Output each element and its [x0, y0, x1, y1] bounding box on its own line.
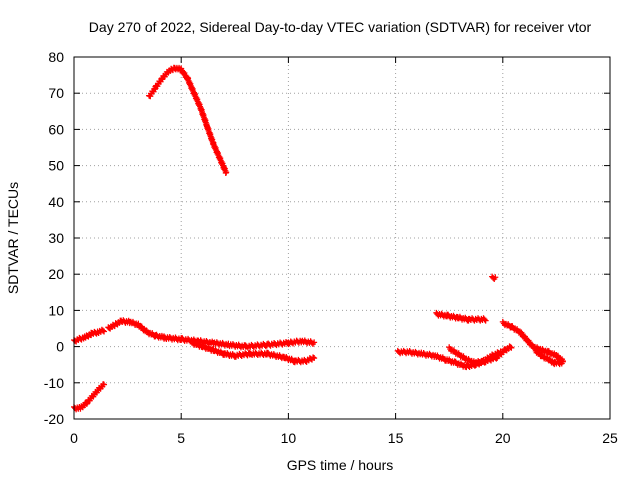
x-tick-label: 0: [70, 430, 78, 446]
trace-late-afternoon: [499, 318, 566, 365]
trace-morning-high: [146, 64, 230, 177]
trace-morning-low-markers: [71, 381, 108, 413]
x-tick-label: 5: [177, 430, 185, 446]
trace-midday-upper: [161, 333, 318, 351]
y-tick-label: -20: [44, 411, 64, 427]
trace-midday-lower-markers: [188, 338, 318, 366]
y-axis-label: SDTVAR / TECUs: [5, 182, 21, 294]
trace-late-tail: [531, 346, 566, 368]
y-tick-label: 0: [56, 339, 64, 355]
y-tick-label: 30: [48, 230, 64, 246]
trace-rise-0-2h: [71, 326, 108, 345]
axis-ticks: 0 5 10 15 20 25 -20 -10 0 10 20 30 40 50 60 70 80: [44, 49, 618, 446]
trace-outlier-markers: [489, 273, 499, 283]
trace-morning-high-markers: [146, 64, 230, 177]
data-points: [71, 64, 566, 413]
x-axis-label: GPS time / hours: [287, 457, 394, 473]
chart-title: Day 270 of 2022, Sidereal Day-to-day VTE…: [89, 19, 592, 35]
trace-afternoon-arc-markers: [446, 344, 504, 368]
trace-afternoon-arc: [446, 344, 504, 368]
y-tick-label: 50: [48, 158, 64, 174]
trace-afternoon-high: [433, 309, 489, 324]
x-tick-label: 15: [388, 430, 404, 446]
y-tick-label: 60: [48, 121, 64, 137]
y-tick-label: -10: [44, 375, 64, 391]
y-tick-label: 80: [48, 49, 64, 65]
x-tick-label: 10: [281, 430, 297, 446]
y-tick-label: 10: [48, 302, 64, 318]
trace-afternoon-high-markers: [433, 309, 489, 324]
trace-rise-0-2h-markers: [71, 326, 108, 345]
trace-outlier: [489, 273, 499, 283]
x-tick-label: 25: [602, 430, 618, 446]
trace-morning-bump: [105, 317, 168, 342]
trace-midday-lower: [188, 338, 318, 366]
trace-late-afternoon-markers: [499, 318, 566, 365]
x-tick-label: 20: [495, 430, 511, 446]
grid-lines: [74, 57, 610, 419]
trace-morning-low: [71, 381, 108, 413]
y-tick-label: 70: [48, 85, 64, 101]
trace-midday-upper-markers: [161, 333, 318, 351]
trace-late-tail-markers: [531, 346, 566, 368]
y-tick-label: 20: [48, 266, 64, 282]
trace-morning-bump-markers: [105, 317, 168, 342]
y-tick-label: 40: [48, 194, 64, 210]
